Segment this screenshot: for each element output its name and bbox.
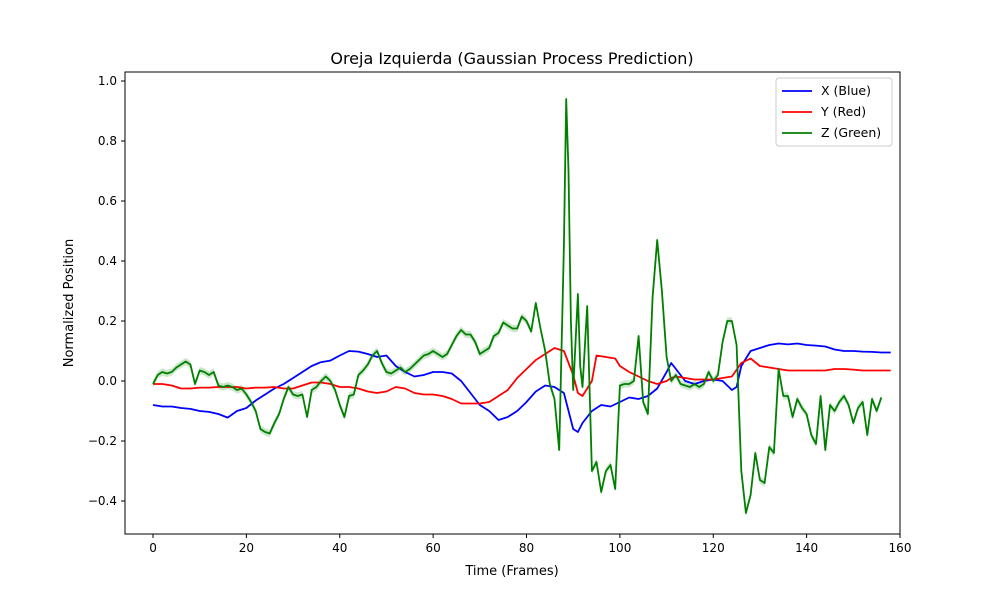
legend: X (Blue) Y (Red) Z (Green)	[775, 77, 893, 147]
z-series-line	[152, 98, 883, 514]
y-axis-label: Normalized Position	[62, 239, 77, 367]
chart-title: Oreja Izquierda (Gaussian Process Predic…	[330, 49, 693, 68]
y-tick-label: −0.2	[88, 434, 117, 448]
plot-frame	[124, 71, 901, 535]
legend-label-z: Z (Green)	[821, 125, 881, 140]
y-tick-label: 0.8	[98, 134, 117, 148]
y-tick-label: 0.2	[98, 314, 117, 328]
x-axis: 0 20 40 60 80 100 120 140 160	[149, 534, 911, 555]
x-tick-label: 160	[889, 541, 912, 555]
x-tick-label: 20	[239, 541, 254, 555]
uncertainty-band	[153, 95, 882, 517]
y-series-line	[153, 347, 891, 405]
legend-label-x: X (Blue)	[821, 83, 871, 98]
x-tick-label: 0	[149, 541, 157, 555]
y-axis: −0.4 −0.2 0.0 0.2 0.4 0.6 0.8 1.0	[88, 74, 125, 508]
x-tick-label: 140	[795, 541, 818, 555]
x-tick-label: 100	[608, 541, 631, 555]
legend-box	[775, 77, 893, 147]
y-tick-label: 0.0	[98, 374, 117, 388]
legend-label-y: Y (Red)	[820, 104, 866, 119]
y-tick-label: 0.6	[98, 194, 117, 208]
z-series-confidence-band	[153, 95, 882, 517]
x-axis-label: Time (Frames)	[464, 564, 558, 579]
x-series-line	[152, 342, 891, 433]
y-tick-label: −0.4	[88, 494, 117, 508]
y-tick-label: 0.4	[98, 254, 117, 268]
series-lines	[152, 98, 891, 514]
y-tick-label: 1.0	[98, 74, 117, 88]
x-tick-label: 80	[519, 541, 534, 555]
x-tick-label: 120	[702, 541, 725, 555]
x-tick-label: 60	[425, 541, 440, 555]
x-tick-label: 40	[332, 541, 347, 555]
